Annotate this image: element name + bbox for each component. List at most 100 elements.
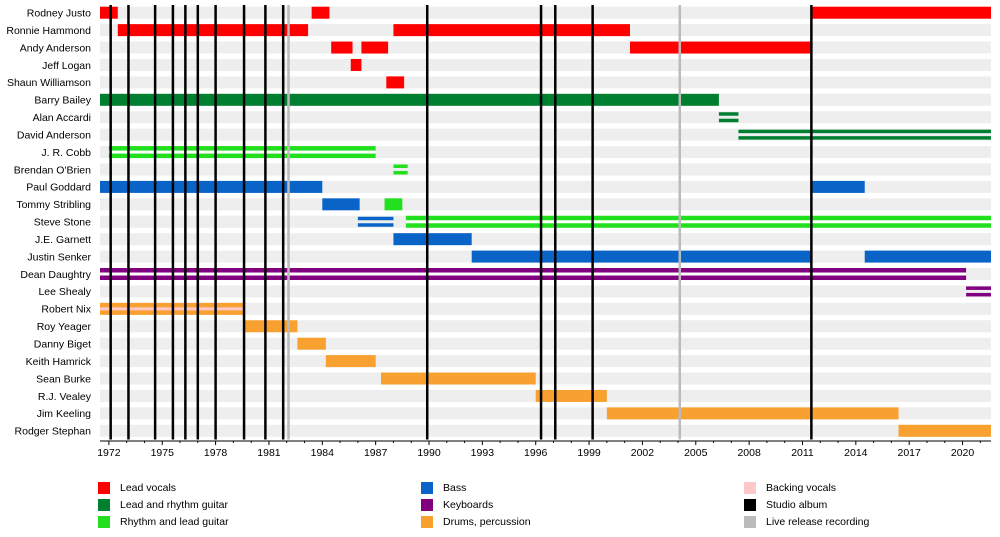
member-bar	[718, 118, 739, 123]
legend-swatch	[98, 481, 110, 494]
member-bar	[811, 6, 991, 19]
member-label: David Anderson	[17, 129, 91, 141]
x-tick-label: 1993	[471, 447, 495, 459]
row-stripe	[100, 424, 991, 437]
member-bars	[100, 6, 991, 437]
row-stripe	[100, 76, 991, 89]
legend-swatch	[421, 498, 433, 511]
row-stripe	[100, 302, 991, 315]
member-label: Dean Daughtry	[20, 269, 91, 281]
member-bar	[393, 24, 630, 37]
x-tick-label: 1978	[204, 447, 228, 459]
member-label: Steve Stone	[34, 217, 91, 229]
legend-label: Backing vocals	[766, 481, 837, 494]
row-stripe	[100, 233, 991, 246]
member-label: Jim Keeling	[37, 408, 91, 420]
legend-label: Bass	[443, 481, 467, 494]
member-bar	[738, 129, 991, 134]
legend-swatch	[744, 498, 756, 511]
legend-label: Lead and rhythm guitar	[120, 498, 228, 511]
legend-label: Rhythm and lead guitar	[120, 515, 229, 528]
member-bar	[361, 41, 389, 54]
x-tick-label: 2011	[791, 447, 814, 459]
x-tick-label: 2020	[951, 447, 975, 459]
legend-item-lead-rhythm-guitar: Lead and rhythm guitar	[98, 497, 228, 512]
member-label: Rodney Justo	[27, 8, 91, 20]
member-labels: Rodney Justo Ronnie Hammond Andy Anderson J…	[6, 8, 91, 438]
x-tick-label: 2002	[631, 447, 655, 459]
member-bar	[117, 24, 309, 37]
row-stripe	[100, 6, 991, 19]
legend-swatch	[421, 515, 433, 528]
band-timeline-chart: Rodney Justo Ronnie Hammond Andy Anderson J…	[6, 5, 991, 459]
member-label: Danny Biget	[34, 338, 91, 350]
member-label: Shaun Williamson	[7, 77, 91, 89]
member-bar-inner-line	[108, 150, 376, 154]
member-bar	[357, 223, 394, 227]
member-label: Paul Goddard	[26, 182, 91, 194]
row-stripe	[100, 320, 991, 333]
x-tick-label: 2005	[684, 447, 708, 459]
member-bar	[100, 93, 719, 106]
row-stripe	[100, 111, 991, 124]
member-bar	[386, 76, 405, 89]
x-tick-label: 2014	[844, 447, 868, 459]
row-stripe	[100, 355, 991, 368]
legend-item-backing-vocals: Backing vocals	[744, 480, 836, 495]
member-label: Andy Anderson	[20, 42, 91, 54]
member-bar	[380, 372, 536, 385]
legend-swatch	[421, 481, 433, 494]
member-label: Brendan O'Brien	[14, 164, 91, 176]
member-label: J. R. Cobb	[41, 147, 91, 159]
member-label: R.J. Vealey	[38, 391, 92, 403]
member-bar	[393, 233, 472, 246]
member-bar	[471, 250, 812, 263]
row-stripe	[100, 337, 991, 350]
member-label: Robert Nix	[41, 304, 91, 316]
member-bar	[384, 198, 403, 211]
x-tick-label: 1972	[97, 447, 121, 459]
x-tick-label: 2017	[898, 447, 922, 459]
x-tick-label: 2008	[737, 447, 761, 459]
x-tick-label: 1999	[577, 447, 601, 459]
member-label: Barry Bailey	[34, 95, 91, 107]
member-label: Jeff Logan	[42, 60, 91, 72]
member-bar	[629, 41, 812, 54]
legend-swatch	[744, 515, 756, 528]
legend-label: Live release recording	[766, 515, 870, 528]
x-tick-label: 1990	[417, 447, 441, 459]
row-stripe	[100, 58, 991, 71]
x-tick-label: 1987	[364, 447, 388, 459]
member-bar	[738, 136, 991, 140]
x-tick-label: 1996	[524, 447, 548, 459]
legend: Lead vocals Lead and rhythm guitar Rhyth…	[0, 478, 1000, 534]
member-bar	[966, 286, 991, 290]
row-stripe	[100, 372, 991, 385]
legend-swatch	[98, 515, 110, 528]
member-bar	[718, 112, 739, 116]
legend-item-bass: Bass	[421, 480, 466, 495]
member-label: Justin Senker	[27, 251, 91, 263]
row-stripe	[100, 180, 991, 193]
row-stripe	[100, 198, 991, 211]
member-bar	[393, 164, 408, 168]
member-label: Tommy Stribling	[16, 199, 91, 211]
member-label: Lee Shealy	[38, 286, 91, 298]
legend-label: Lead vocals	[120, 481, 177, 494]
row-stripe	[100, 41, 991, 54]
legend-swatch	[744, 481, 756, 494]
member-bar	[297, 337, 326, 350]
member-label: Alan Accardi	[33, 112, 91, 124]
member-bar	[606, 407, 899, 420]
x-tick-label: 1981	[257, 447, 281, 459]
member-bar	[311, 6, 330, 19]
legend-item-studio-album: Studio album	[744, 497, 827, 512]
legend-label: Drums, percussion	[443, 515, 531, 528]
member-bar	[811, 180, 865, 193]
member-bar	[966, 292, 991, 297]
member-bar	[535, 389, 607, 402]
member-label: Roy Yeager	[37, 321, 92, 333]
x-axis: 1972 1975 1978 1981 1984 1987 1990 1993 1996 1999…	[97, 440, 991, 459]
member-bar-inner-line	[405, 220, 991, 224]
member-label: Keith Hamrick	[26, 356, 92, 368]
